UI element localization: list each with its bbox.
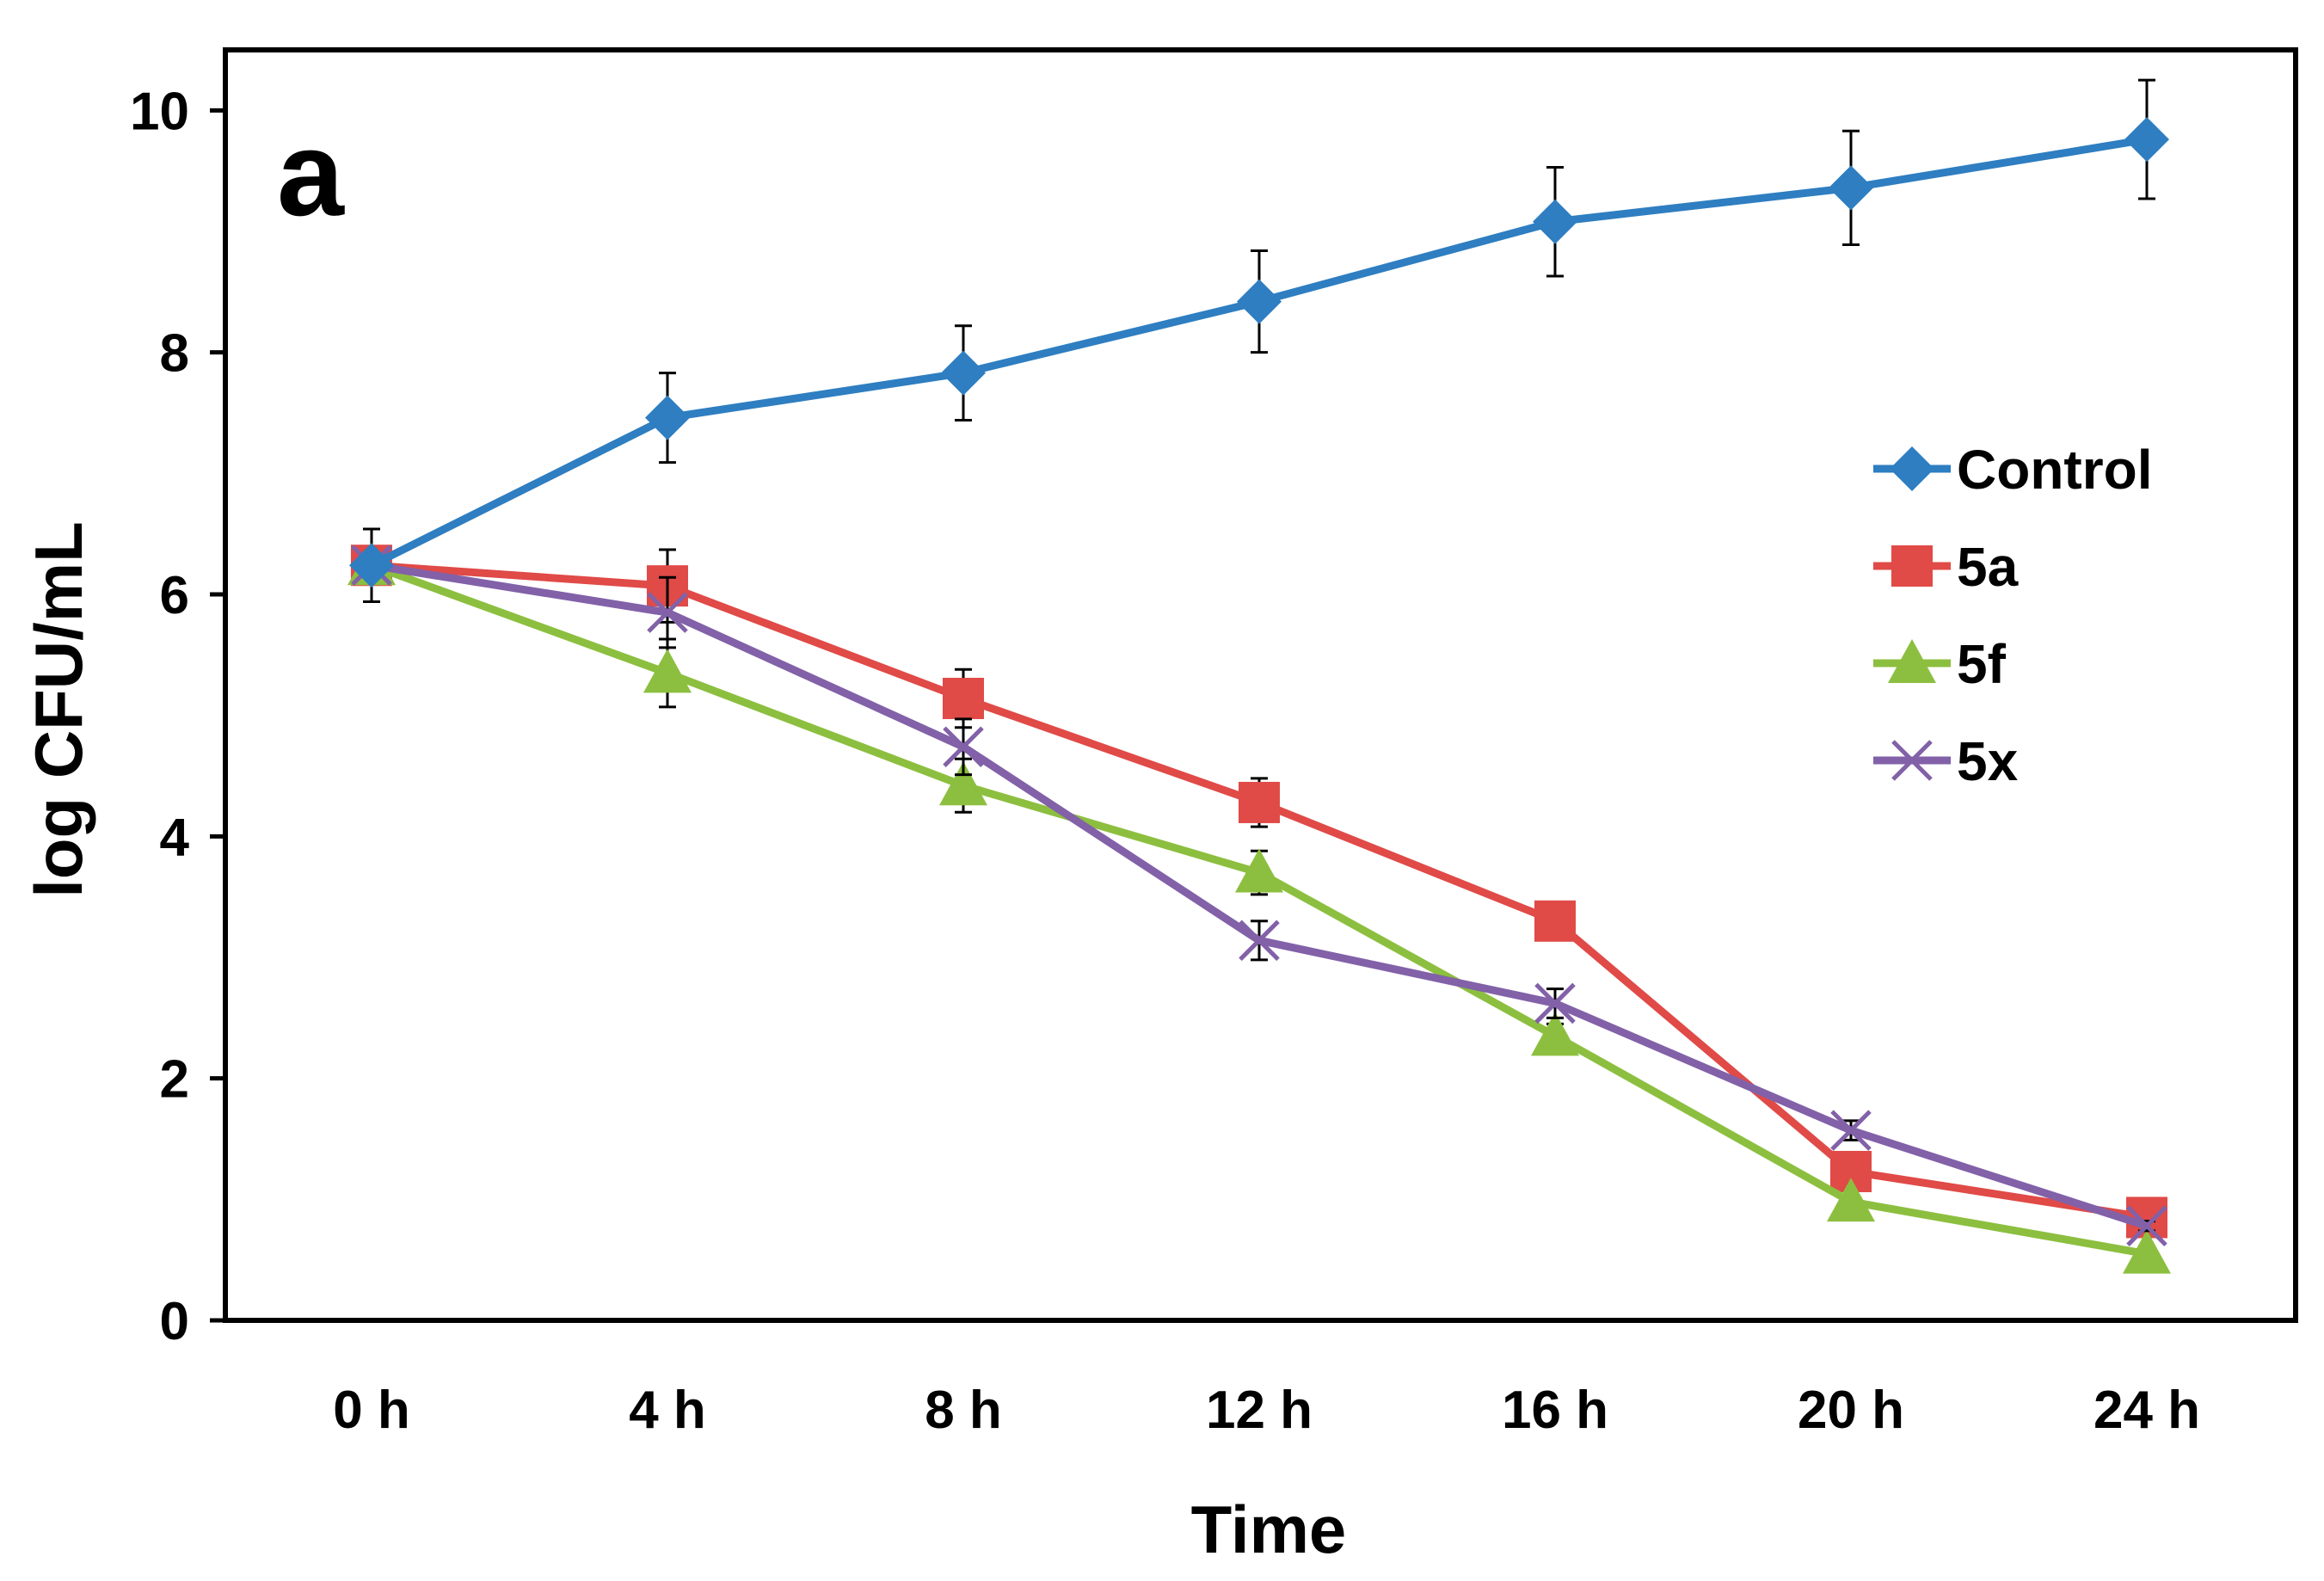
data-point <box>349 543 394 588</box>
data-point <box>1531 1012 1579 1056</box>
data-point <box>2124 117 2169 163</box>
data-point <box>645 395 690 440</box>
y-tick-label: 8 <box>160 324 189 384</box>
x-tick-label: 4 h <box>629 1381 706 1440</box>
x-tick-label: 8 h <box>925 1381 1002 1440</box>
x-tick-label: 20 h <box>1798 1381 1904 1440</box>
legend-item-control: Control <box>1873 439 2153 501</box>
legend: Control 5a 5f 5x <box>1873 439 2153 792</box>
panel-label: a <box>277 106 345 241</box>
series-5f <box>347 527 2171 1274</box>
data-point <box>1827 1178 1875 1222</box>
legend-label: 5x <box>1957 730 2019 792</box>
x-axis-title: Time <box>1191 1492 1347 1567</box>
data-point <box>647 592 688 633</box>
x-tick-label: 24 h <box>2093 1381 2200 1440</box>
plot-frame <box>223 47 2298 1323</box>
legend-item-5f: 5f <box>1873 633 2007 695</box>
x-tick-label: 16 h <box>1502 1381 1608 1440</box>
legend-label: 5a <box>1957 536 2019 598</box>
data-point <box>941 350 986 396</box>
x-tick-label: 0 h <box>333 1381 410 1440</box>
y-tick-label: 10 <box>130 82 189 141</box>
data-point <box>1829 165 1873 211</box>
data-point <box>2126 1205 2167 1247</box>
data-point <box>943 677 984 719</box>
data-point <box>2123 1229 2171 1274</box>
y-tick-label: 0 <box>160 1292 189 1351</box>
series-layer <box>347 78 2171 1274</box>
y-tick-label: 6 <box>160 566 189 625</box>
series-control <box>349 78 2169 603</box>
data-point <box>1534 900 1576 942</box>
y-tick-label: 4 <box>160 808 190 867</box>
data-point <box>643 649 692 693</box>
data-point <box>1235 848 1283 893</box>
legend-item-5x: 5x <box>1873 730 2019 792</box>
y-axis: 0 2 4 6 8 10 <box>130 82 225 1351</box>
data-point <box>1891 740 1933 781</box>
data-point <box>943 726 984 768</box>
data-point <box>1239 781 1280 823</box>
legend-label: 5f <box>1957 633 2007 695</box>
x-tick-label: 12 h <box>1206 1381 1313 1440</box>
data-point <box>1239 920 1280 962</box>
data-point <box>1533 199 1577 244</box>
data-point <box>1888 639 1936 683</box>
y-tick-label: 2 <box>160 1050 189 1110</box>
data-point <box>939 761 987 806</box>
legend-item-5a: 5a <box>1873 536 2019 598</box>
data-point <box>1237 279 1282 324</box>
x-axis: 0 h 4 h 8 h 12 h 16 h 20 h 24 h <box>333 1381 2200 1440</box>
data-point <box>1830 1110 1872 1151</box>
series-line <box>370 562 2148 1258</box>
data-point <box>1890 446 1934 491</box>
y-axis-title: log CFU/mL <box>21 521 96 898</box>
data-point <box>1534 982 1576 1024</box>
legend-label: Control <box>1957 439 2153 501</box>
data-point <box>1891 545 1933 587</box>
